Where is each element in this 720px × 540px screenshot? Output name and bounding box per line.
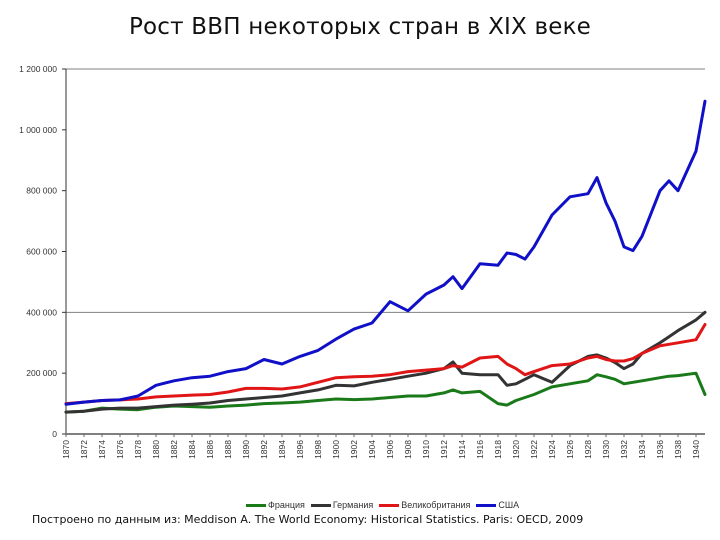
y-tick-label: 1 000 000 [19, 125, 57, 135]
y-tick-label: 200 000 [26, 368, 57, 378]
legend-swatch-usa [476, 503, 497, 507]
x-tick-label: 1934 [637, 440, 647, 459]
x-tick-label: 1930 [601, 440, 611, 459]
x-axis-ticks: 1870 1872 1874 1876 1878 1880 1882 1884 1886 1888… [61, 434, 701, 459]
series-lines [64, 99, 707, 414]
x-tick-label: 1890 [241, 440, 251, 459]
series-line-germany [64, 310, 707, 414]
legend-item-france: Франция [246, 500, 305, 510]
x-tick-label: 1912 [439, 440, 449, 459]
line-chart: 0 200 000 400 000 600 000 800 000 1 000 000 1 … [19, 64, 707, 459]
x-tick-label: 1918 [493, 440, 503, 459]
x-tick-label: 1920 [511, 440, 521, 459]
series-line-france [64, 371, 707, 414]
x-tick-label: 1922 [529, 440, 539, 459]
legend-item-uk: Великобритания [379, 500, 470, 510]
gridlines [66, 68, 705, 313]
legend-swatch-uk [379, 503, 400, 507]
x-tick-label: 1880 [151, 440, 161, 459]
series-line-uk [64, 323, 707, 406]
legend-label-uk: Великобритания [401, 500, 471, 510]
x-tick-label: 1926 [565, 440, 575, 459]
x-tick-label: 1894 [277, 440, 287, 459]
x-tick-label: 1932 [619, 440, 629, 459]
x-tick-label: 1878 [133, 440, 143, 459]
x-tick-label: 1874 [97, 440, 107, 459]
x-tick-label: 1896 [295, 440, 305, 459]
x-tick-label: 1886 [205, 440, 215, 459]
x-tick-label: 1882 [169, 440, 179, 459]
y-axis-ticks: 0 200 000 400 000 600 000 800 000 1 000 000 1 … [19, 64, 66, 439]
x-tick-label: 1888 [223, 440, 233, 459]
legend-swatch-germany [310, 503, 331, 507]
x-tick-label: 1904 [367, 440, 377, 459]
y-tick-label: 800 000 [26, 186, 57, 196]
x-tick-label: 1892 [259, 440, 269, 459]
x-tick-label: 1884 [187, 440, 197, 459]
series-line-usa [64, 99, 707, 406]
x-tick-label: 1902 [349, 440, 359, 459]
x-tick-label: 1900 [331, 440, 341, 459]
legend-label-usa: США [498, 500, 520, 510]
y-tick-label: 0 [52, 429, 57, 439]
chart-title: Рост ВВП некоторых стран в XIX веке [128, 14, 592, 40]
x-tick-label: 1924 [547, 440, 557, 459]
x-tick-label: 1914 [457, 440, 467, 459]
x-tick-label: 1870 [61, 440, 71, 459]
legend: Франция Германия Великобритания США [246, 500, 525, 510]
x-tick-label: 1916 [475, 440, 485, 459]
x-tick-label: 1940 [691, 440, 701, 459]
x-tick-label: 1876 [115, 440, 125, 459]
x-tick-label: 1898 [313, 440, 323, 459]
x-tick-label: 1910 [421, 440, 431, 459]
y-tick-label: 600 000 [26, 247, 57, 257]
x-tick-label: 1872 [79, 440, 89, 459]
source-note: Построено по данным из: Meddison A. The … [32, 513, 584, 526]
legend-swatch-france [246, 503, 266, 507]
legend-label-france: Франция [268, 500, 305, 510]
x-tick-label: 1908 [403, 440, 413, 459]
legend-item-germany: Германия [310, 500, 374, 510]
x-tick-label: 1906 [385, 440, 395, 459]
legend-label-germany: Германия [332, 500, 374, 510]
legend-item-usa: США [476, 500, 519, 510]
y-tick-label: 1 200 000 [19, 64, 57, 74]
x-tick-label: 1928 [583, 440, 593, 459]
x-tick-label: 1936 [655, 440, 665, 459]
y-tick-label: 400 000 [26, 307, 57, 317]
x-tick-label: 1938 [673, 440, 683, 459]
